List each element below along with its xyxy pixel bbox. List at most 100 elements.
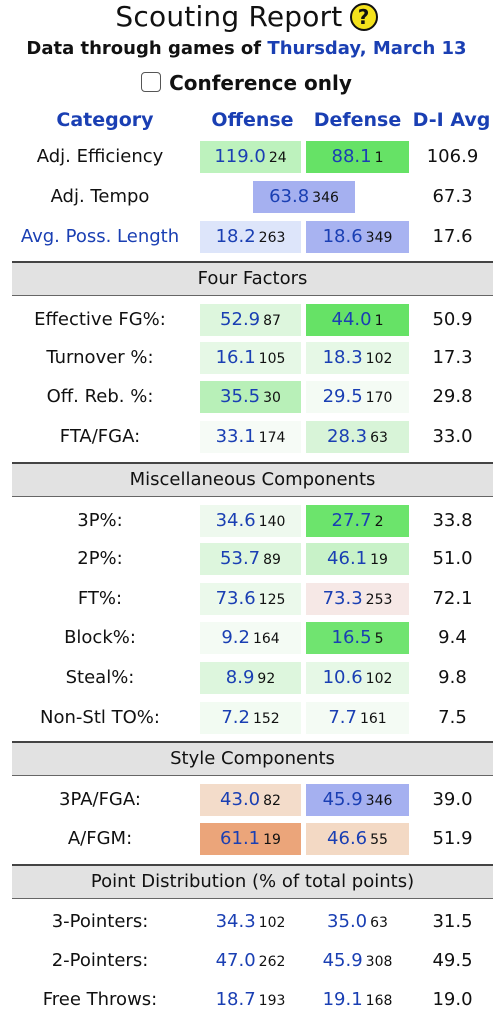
defense-value[interactable]: 29.5 xyxy=(322,386,363,407)
defense-value[interactable]: 73.3 xyxy=(322,588,363,609)
row-label: 3P%: xyxy=(77,510,123,531)
tempo-value[interactable]: 63.8 xyxy=(269,186,310,207)
offense-value[interactable]: 9.2 xyxy=(221,627,250,648)
d1-avg-value: 29.8 xyxy=(432,386,473,407)
defense-value[interactable]: 35.0 xyxy=(327,911,368,932)
stat-row: FT%: 73.6 125 73.3 253 72.1 xyxy=(0,583,493,615)
offense-cell: 73.6 125 xyxy=(200,583,301,615)
offense-cell: 18.2 263 xyxy=(200,221,301,253)
offense-value[interactable]: 61.1 xyxy=(220,828,261,849)
defense-value[interactable]: 45.9 xyxy=(322,789,363,810)
defense-rank: 102 xyxy=(365,671,393,687)
offense-value[interactable]: 35.5 xyxy=(220,386,261,407)
offense-cell: 119.0 24 xyxy=(200,141,301,173)
row-label: Turnover %: xyxy=(46,347,154,368)
data-through-subtitle: Data through games of Thursday, March 13 xyxy=(0,36,493,62)
defense-cell: 10.6 102 xyxy=(306,662,409,694)
offense-value[interactable]: 52.9 xyxy=(220,309,261,330)
d1-avg-value: 33.0 xyxy=(432,426,473,447)
offense-value[interactable]: 18.2 xyxy=(215,226,256,247)
defense-value[interactable]: 7.7 xyxy=(328,707,357,728)
stat-row-avg-poss-length: Avg. Poss. Length 18.2 263 18.6 349 17.6 xyxy=(0,221,493,253)
offense-cell: 34.6 140 xyxy=(200,505,301,537)
defense-value[interactable]: 27.7 xyxy=(331,510,372,531)
offense-value[interactable]: 34.6 xyxy=(215,510,256,531)
defense-value[interactable]: 44.0 xyxy=(331,309,372,330)
defense-cell: 44.0 1 xyxy=(306,304,409,336)
offense-rank: 140 xyxy=(258,514,286,530)
column-header-offense[interactable]: Offense xyxy=(211,109,294,131)
defense-rank: 63 xyxy=(370,915,388,931)
section-header-point-distribution: Point Distribution (% of total points) xyxy=(12,864,493,899)
conference-only-checkbox[interactable] xyxy=(141,72,162,92)
row-label: Free Throws: xyxy=(42,989,158,1010)
row-label: Non-Stl TO%: xyxy=(40,707,160,728)
defense-rank: 1 xyxy=(374,150,384,166)
defense-value[interactable]: 46.6 xyxy=(327,828,368,849)
defense-value[interactable]: 45.9 xyxy=(322,950,363,971)
offense-value[interactable]: 119.0 xyxy=(214,146,266,167)
row-label: Steal%: xyxy=(65,667,135,688)
column-header-defense[interactable]: Defense xyxy=(313,109,402,131)
defense-rank: 308 xyxy=(365,954,393,970)
defense-value[interactable]: 10.6 xyxy=(322,667,363,688)
stat-row: 3PA/FGA: 43.0 82 45.9 346 39.0 xyxy=(0,784,493,816)
help-icon[interactable]: ? xyxy=(349,3,378,31)
row-label: 2P%: xyxy=(77,548,123,569)
offense-value[interactable]: 16.1 xyxy=(215,347,256,368)
stat-row: Off. Reb. %: 35.5 30 29.5 170 29.8 xyxy=(0,381,493,413)
offense-value[interactable]: 43.0 xyxy=(220,789,261,810)
offense-value[interactable]: 7.2 xyxy=(221,707,250,728)
d1-avg-value: 7.5 xyxy=(438,707,467,728)
defense-rank: 102 xyxy=(365,351,393,367)
stat-row: Free Throws: 18.7 193 19.1 168 19.0 xyxy=(0,984,493,1016)
conference-only-toggle[interactable]: Conference only xyxy=(0,69,493,97)
offense-rank: 105 xyxy=(258,351,286,367)
column-header-category[interactable]: Category xyxy=(56,109,154,131)
offense-cell: 35.5 30 xyxy=(200,381,301,413)
defense-value[interactable]: 18.3 xyxy=(322,347,363,368)
offense-cell: 47.0 262 xyxy=(200,945,301,977)
defense-rank: 2 xyxy=(374,514,384,530)
row-label: FTA/FGA: xyxy=(59,426,141,447)
offense-value[interactable]: 8.9 xyxy=(225,667,255,688)
defense-cell: 28.3 63 xyxy=(306,421,409,453)
row-label: FT%: xyxy=(77,588,123,609)
defense-rank: 19 xyxy=(370,552,388,568)
d1-avg-value: 33.8 xyxy=(432,510,473,531)
stat-row: FTA/FGA: 33.1 174 28.3 63 33.0 xyxy=(0,421,493,453)
section-header-style: Style Components xyxy=(12,741,493,776)
defense-rank: 349 xyxy=(365,230,393,246)
offense-value[interactable]: 18.7 xyxy=(215,989,256,1010)
page-title: Scouting Report xyxy=(115,0,343,33)
defense-value[interactable]: 88.1 xyxy=(331,146,372,167)
offense-cell: 61.1 19 xyxy=(200,823,301,855)
row-label: Off. Reb. %: xyxy=(46,386,154,407)
subtitle-date-link[interactable]: Thursday, March 13 xyxy=(267,38,467,59)
defense-cell: 45.9 308 xyxy=(306,945,409,977)
column-header-d1-avg[interactable]: D-I Avg xyxy=(412,109,491,131)
defense-rank: 168 xyxy=(365,993,393,1009)
defense-value[interactable]: 28.3 xyxy=(327,426,368,447)
offense-rank: 24 xyxy=(268,150,287,166)
offense-value[interactable]: 33.1 xyxy=(215,426,256,447)
offense-value[interactable]: 47.0 xyxy=(215,950,256,971)
defense-value[interactable]: 16.5 xyxy=(331,627,372,648)
defense-cell: 7.7 161 xyxy=(306,702,409,734)
d1-avg-value: 9.8 xyxy=(438,667,467,688)
offense-value[interactable]: 53.7 xyxy=(220,548,261,569)
tempo-rank: 346 xyxy=(312,190,339,206)
d1-avg-value: 106.9 xyxy=(426,146,479,167)
defense-value[interactable]: 46.1 xyxy=(327,548,368,569)
row-label: 2-Pointers: xyxy=(51,950,149,971)
defense-value[interactable]: 19.1 xyxy=(322,989,363,1010)
offense-value[interactable]: 34.3 xyxy=(215,911,256,932)
row-label: Adj. Efficiency xyxy=(36,146,164,167)
d1-avg-value: 51.9 xyxy=(432,828,473,849)
defense-value[interactable]: 18.6 xyxy=(322,226,363,247)
conference-only-label: Conference only xyxy=(169,71,352,95)
d1-avg-value: 51.0 xyxy=(432,548,473,569)
section-header-misc: Miscellaneous Components xyxy=(12,462,493,497)
row-label-link[interactable]: Avg. Poss. Length xyxy=(20,226,180,247)
offense-value[interactable]: 73.6 xyxy=(215,588,256,609)
